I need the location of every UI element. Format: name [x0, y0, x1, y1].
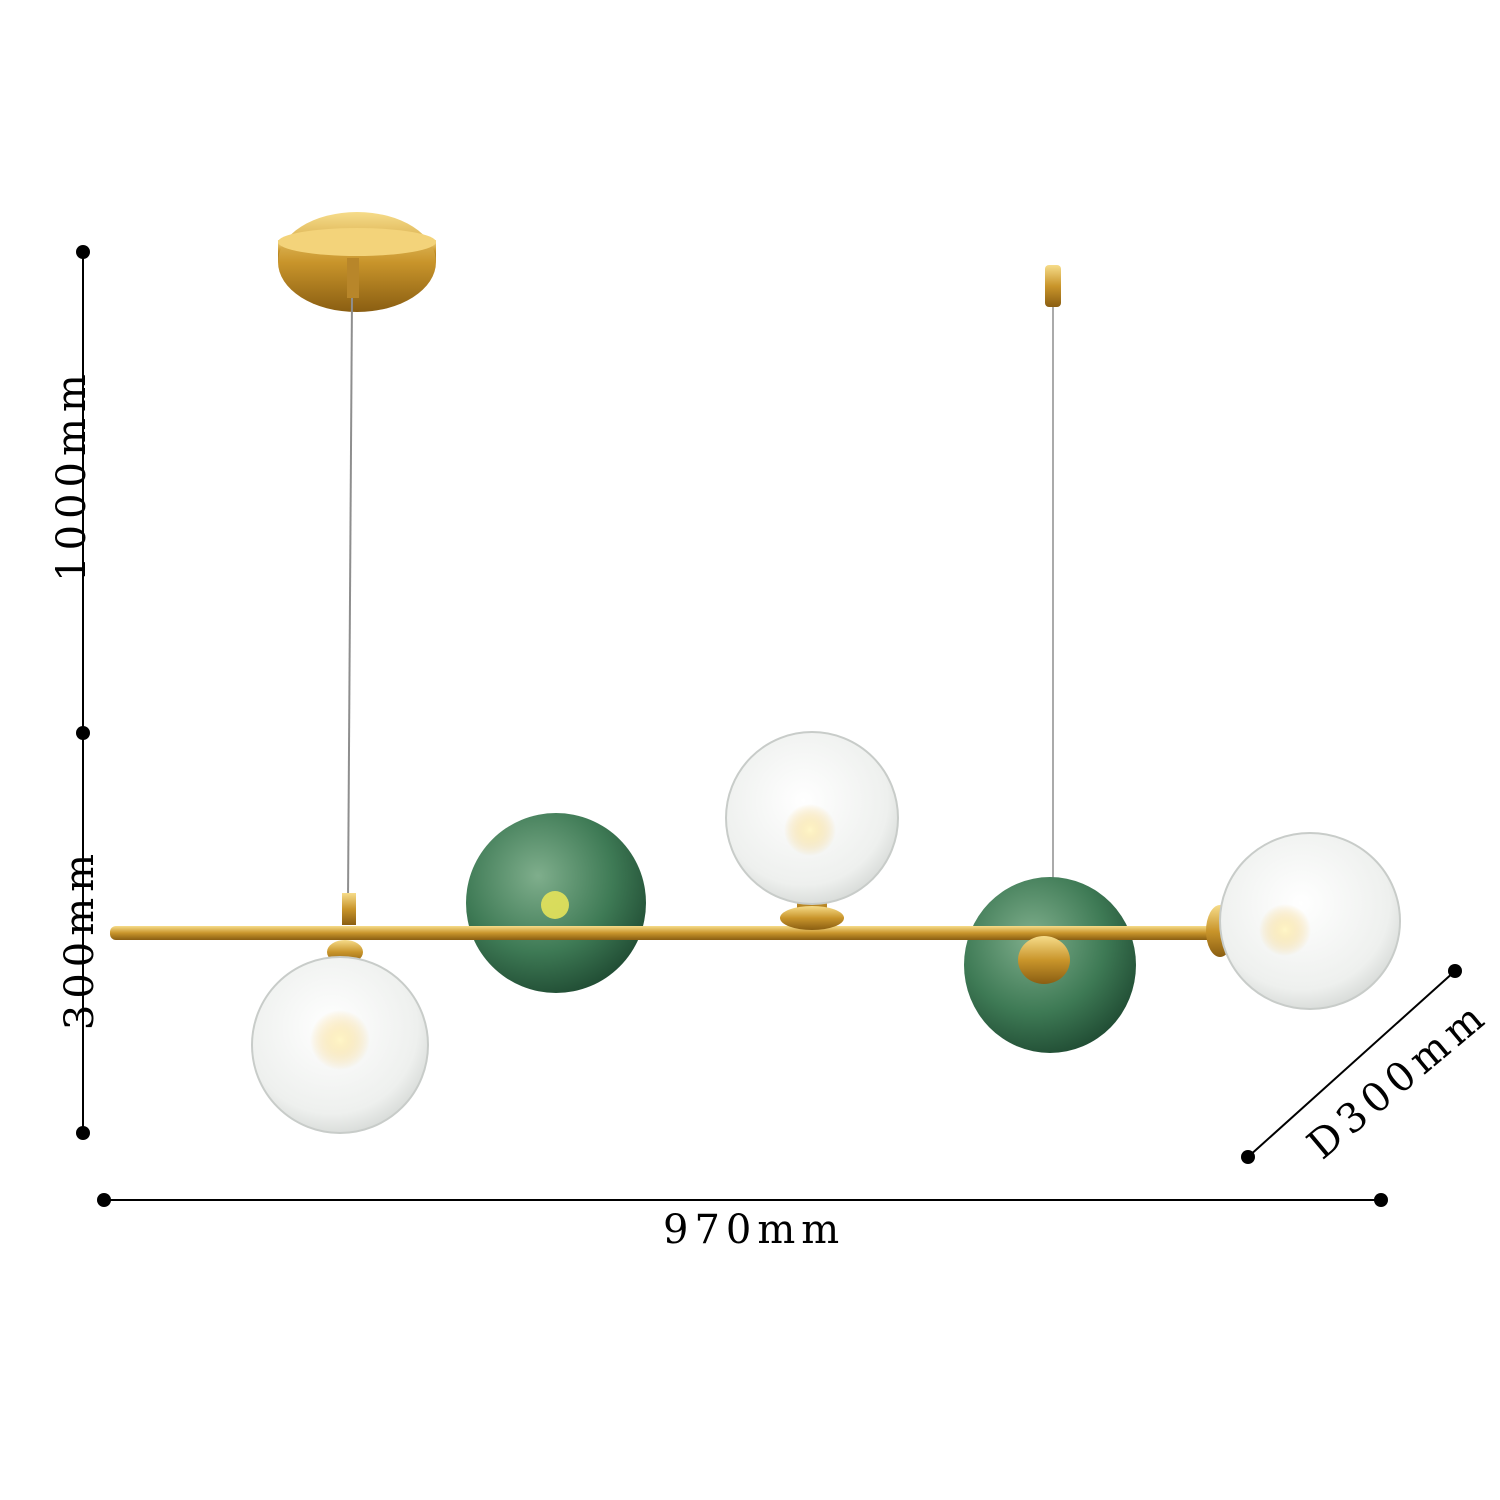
- dimension-dot: [76, 245, 90, 259]
- dimension-dot: [1241, 1150, 1255, 1164]
- green-globe: [466, 813, 646, 993]
- dimension-dot: [76, 1126, 90, 1140]
- wire-connector: [342, 893, 356, 925]
- wire-anchor: [1045, 265, 1061, 307]
- dimension-dot: [1374, 1193, 1388, 1207]
- height-body-label: 300mm: [57, 847, 104, 1031]
- socket-cup: [1018, 936, 1070, 984]
- gold-bar: [110, 926, 1220, 940]
- clear-globe: [725, 731, 899, 905]
- clear-globe: [251, 956, 429, 1134]
- dimension-dot: [1448, 964, 1462, 978]
- length-label: 970mm: [663, 1207, 846, 1253]
- suspension-wire: [347, 297, 353, 901]
- ceiling-canopy: [278, 212, 436, 312]
- depth-dimension-line: [1247, 970, 1456, 1158]
- clear-globe: [1219, 832, 1401, 1010]
- height-total-label: 1000mm: [48, 368, 95, 582]
- dimension-dot: [76, 726, 90, 740]
- dimension-dot: [97, 1193, 111, 1207]
